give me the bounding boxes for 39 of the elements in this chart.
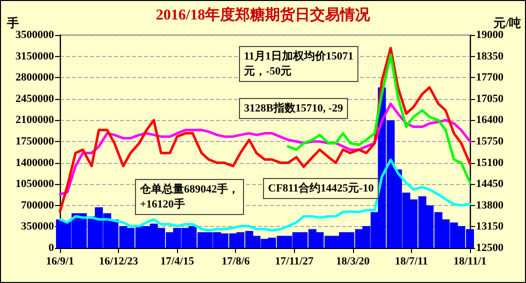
y2-tick-label: 15100 bbox=[476, 156, 504, 169]
x-tick-label: 18/7/11 bbox=[394, 256, 428, 268]
x-tick-label: 16/9/1 bbox=[46, 256, 74, 268]
y-tick-label: 2800000 bbox=[16, 72, 54, 84]
annotation: CF811合约14425元-10 bbox=[268, 182, 374, 194]
x-tick-label: 17/4/15 bbox=[160, 256, 194, 268]
y2-tick-label: 18350 bbox=[476, 50, 504, 62]
y-tick-label: 1400000 bbox=[16, 156, 54, 169]
y2-tick-label: 19000 bbox=[476, 29, 504, 41]
x-tick-label: 16/12/23 bbox=[99, 256, 139, 268]
chart-title: 2016/18年度郑糖期货日交易情况 bbox=[156, 6, 372, 24]
x-tick-label: 18/11/1 bbox=[453, 256, 487, 268]
annotation: 11月1日加权均价15071 元，-50元 bbox=[243, 50, 354, 78]
y-tick-label: 350000 bbox=[21, 220, 54, 233]
y2-tick-label: 13150 bbox=[476, 220, 504, 233]
x-tick-label: 17/8/6 bbox=[222, 256, 250, 268]
y2-tick-label: 14450 bbox=[476, 178, 504, 190]
y2-tick-label: 16400 bbox=[476, 114, 504, 126]
y-tick-label: 0 bbox=[48, 242, 54, 254]
line-series bbox=[58, 46, 472, 213]
y-tick-label: 1750000 bbox=[16, 136, 54, 148]
y-tick-label: 2450000 bbox=[16, 92, 54, 105]
y2-tick-label: 15750 bbox=[476, 136, 504, 148]
annotation: 3128B指数15710, -29 bbox=[244, 102, 344, 114]
y2-tick-label: 17050 bbox=[476, 92, 504, 105]
y2-tick-label: 12500 bbox=[476, 242, 504, 254]
y-tick-label: 3150000 bbox=[16, 50, 54, 62]
x-tick-label: 17/11/27 bbox=[275, 256, 314, 268]
y2-axis-title: 元/吨 bbox=[492, 16, 522, 30]
x-tick-label: 18/3/20 bbox=[336, 256, 370, 268]
y-tick-label: 700000 bbox=[21, 199, 54, 212]
y2-tick-label: 13800 bbox=[476, 199, 504, 212]
y-tick-label: 1050000 bbox=[16, 178, 54, 190]
y-tick-label: 3500000 bbox=[16, 29, 54, 41]
y-axis-title: 手 bbox=[6, 16, 19, 30]
y-tick-label: 2100000 bbox=[16, 114, 54, 126]
line-series bbox=[58, 158, 472, 232]
y2-tick-label: 17700 bbox=[476, 72, 504, 84]
annotation: 仓单总量689042手， +16120手 bbox=[139, 182, 239, 210]
